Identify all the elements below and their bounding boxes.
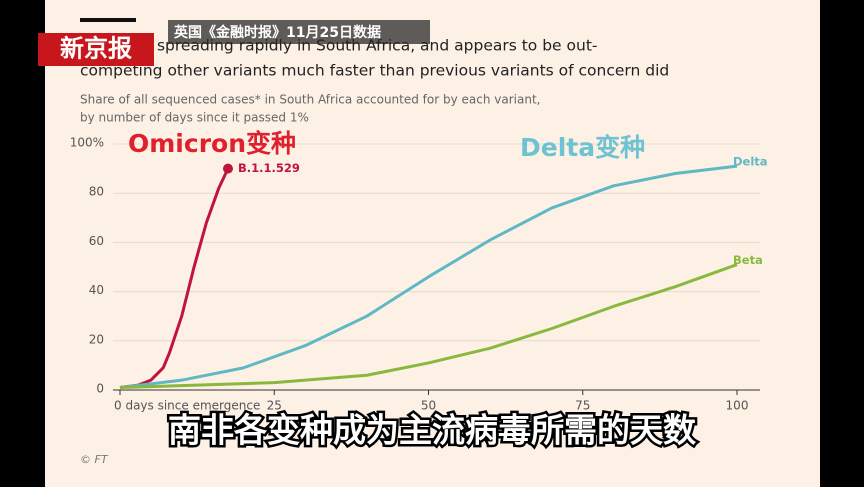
chart-title: competing other variants much faster tha…: [80, 62, 669, 80]
subtitle: by number of days since it passed 1%: [80, 111, 309, 125]
y-tick-label: 20: [89, 332, 104, 346]
plot-area: 0 20 40 60 80 100% 0 days since emergence 25 50 7…: [70, 136, 768, 413]
series-label: B.1.1.529: [238, 161, 300, 175]
series-label: Delta: [733, 155, 768, 169]
logo-box: [38, 33, 154, 66]
y-tick-label: 40: [89, 283, 104, 297]
x-tick-label: 100: [726, 399, 749, 413]
chart-background: [45, 0, 820, 487]
series-line: [119, 164, 738, 390]
y-tick-label: 80: [89, 185, 104, 199]
overlay-box: [168, 20, 430, 44]
series-line: [119, 167, 230, 390]
x-tick-label: 75: [575, 399, 590, 413]
series-label: Beta: [733, 253, 763, 267]
subtitle: Share of all sequenced cases* in South A…: [80, 93, 540, 107]
end-dot: [222, 163, 233, 174]
annotation: Delta变种: [520, 133, 645, 162]
x-tick-label: 25: [267, 399, 282, 413]
caption: 南非各变种成为主流病毒所需的天数: [168, 411, 697, 450]
y-tick-label: 60: [89, 234, 104, 248]
source-overlay: 英国《金融时报》11月25日数据: [173, 24, 381, 41]
credit: © FT: [80, 453, 109, 466]
title-bar: [80, 18, 136, 22]
series-line: [119, 263, 738, 390]
logo: 新京报: [60, 34, 132, 63]
y-tick-label: 100%: [70, 136, 104, 150]
x-tick-label: 50: [421, 399, 436, 413]
annotation: Omicron变种: [128, 129, 296, 158]
x-tick-label: 0 days since emergence: [114, 399, 260, 413]
y-tick-label: 0: [96, 382, 104, 396]
